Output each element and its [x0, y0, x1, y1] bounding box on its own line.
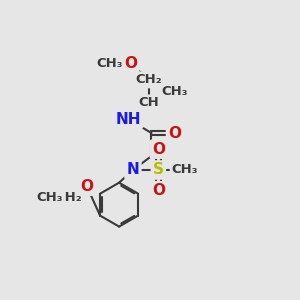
Text: O: O — [152, 142, 165, 157]
Text: O: O — [152, 183, 165, 198]
Text: CH: CH — [139, 97, 160, 110]
Text: CH₃: CH₃ — [161, 85, 188, 98]
Text: S: S — [153, 163, 164, 178]
Text: CH₃: CH₃ — [37, 191, 63, 204]
Text: O: O — [168, 125, 181, 140]
Text: NH: NH — [116, 112, 141, 127]
Text: O: O — [80, 178, 93, 194]
Text: N: N — [127, 163, 139, 178]
Text: CH₃: CH₃ — [172, 164, 198, 176]
Text: O: O — [124, 56, 137, 71]
Text: CH₃: CH₃ — [97, 57, 123, 70]
Text: CH₂: CH₂ — [55, 191, 82, 204]
Text: CH₂: CH₂ — [136, 74, 162, 86]
